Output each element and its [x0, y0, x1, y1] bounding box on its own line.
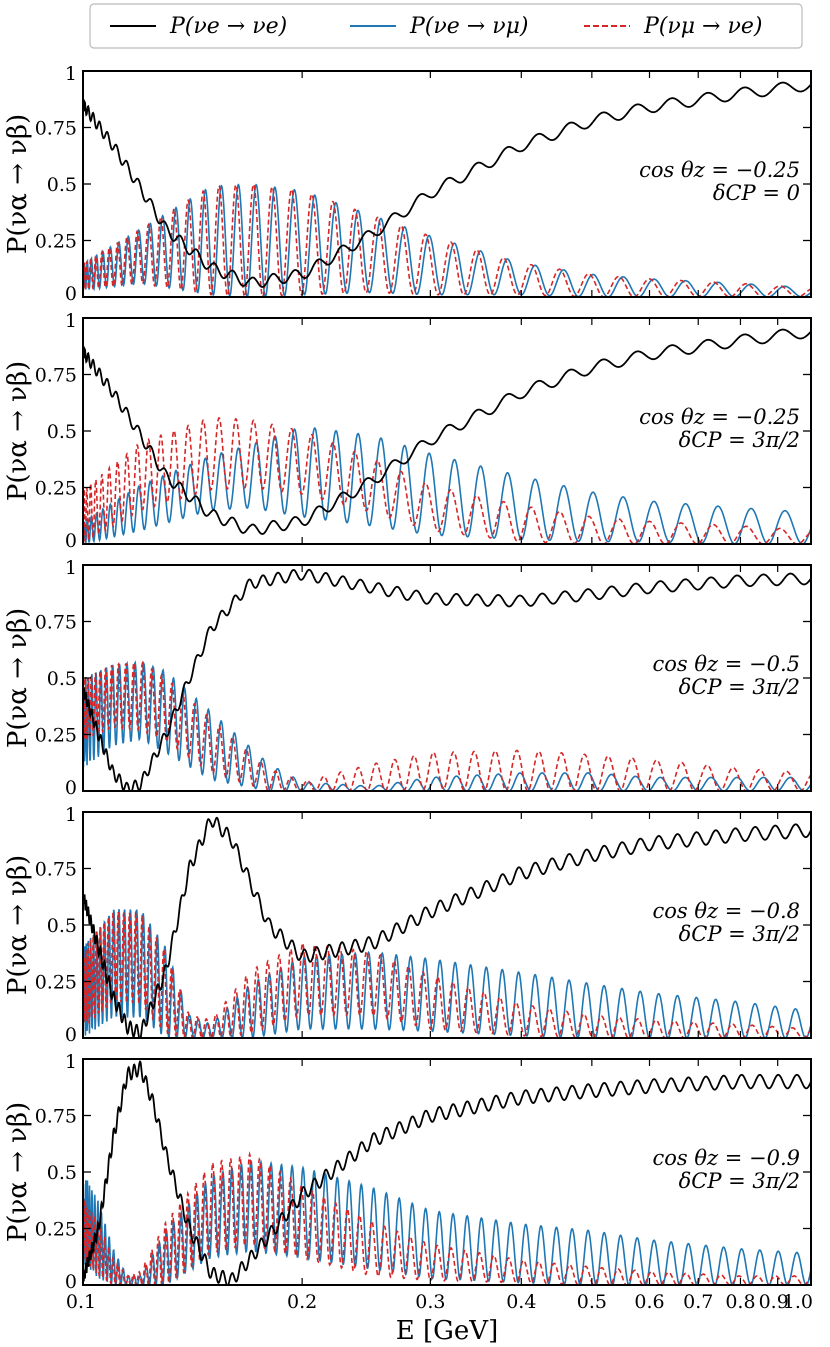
panel-1-ytick-label: 0.25	[35, 231, 77, 253]
legend-frame	[89, 3, 803, 49]
x-tick-label: 0.2	[287, 1291, 317, 1313]
panel-4-annotation: cos θz = −0.8	[652, 899, 800, 923]
panel-3-ytick-label: 0.25	[35, 725, 77, 747]
panel-5-series-p_mue	[83, 1151, 811, 1285]
x-tick-label: 0.4	[506, 1291, 536, 1313]
panel-2: 0 0.25 0.5 0.75 1 P(να → νβ) cos θz = −0.25δCP…	[3, 310, 812, 552]
panel-5-ytick-label: 0.75	[35, 1106, 77, 1128]
panel-1-ytick-label: 0.75	[35, 118, 77, 140]
panel-3-ytick-label: 1	[65, 557, 77, 579]
panel-4: 0 0.25 0.5 0.75 1 P(να → νβ) cos θz = −0.8δCP …	[3, 804, 812, 1046]
panel-4-series-p_ee	[83, 816, 811, 1038]
panel-5-ytick-label: 0.25	[35, 1219, 77, 1241]
panel-5-ylabel: P(να → νβ)	[3, 1102, 33, 1242]
panel-2-curves	[83, 328, 811, 544]
panel-1-frame	[82, 70, 812, 298]
legend-label-p_ee: P(νe → νe)	[169, 14, 287, 39]
x-axis: 0.1 0.2 0.3 0.4 0.5 0.6 0.7 0.8 0.91.0 E [GeV]	[66, 1291, 813, 1346]
panel-5-curves	[83, 1060, 811, 1285]
panel-1-series-p_mue	[83, 183, 811, 297]
x-tick-label: 0.7	[683, 1291, 713, 1313]
panel-2-annotation: cos θz = −0.25	[639, 405, 800, 429]
panel-3-annotation: δCP = 3π/2	[679, 675, 800, 699]
panel-3-series-p_ee	[83, 568, 811, 791]
legend: P(νe → νe) P(νe → νμ) P(νμ → νe)	[89, 3, 803, 49]
x-tick-label: 0.9	[759, 1291, 789, 1313]
legend-label-p_mue: P(νμ → νe)	[643, 14, 762, 39]
panel-1-series-p_ee	[83, 81, 811, 288]
panel-3-ytick-label: 0.5	[47, 668, 77, 690]
panel-1-curves	[83, 81, 811, 297]
x-tick-label: 1.0	[783, 1291, 813, 1313]
x-tick-label: 0.3	[415, 1291, 445, 1313]
panel-5-ytick-label: 0.5	[47, 1162, 77, 1184]
panel-5-annotation: δCP = 3π/2	[679, 1169, 800, 1193]
panel-1-ytick-label: 0.5	[47, 174, 77, 196]
panel-4-ytick-label: 0.75	[35, 859, 77, 881]
panel-3-ytick-label: 0.75	[35, 612, 77, 634]
x-tick-label: 0.6	[634, 1291, 664, 1313]
panel-4-ylabel: P(να → νβ)	[3, 855, 33, 995]
x-tick-label: 0.5	[577, 1291, 607, 1313]
x-tick-label: 0.8	[725, 1291, 755, 1313]
panel-1-ytick-label: 0	[65, 283, 77, 305]
panel-3-annotation: cos θz = −0.5	[652, 652, 800, 676]
panel-2-series-p_ee	[83, 328, 811, 535]
panel-2-series-p_mue	[83, 417, 811, 544]
panel-2-ytick-label: 0.25	[35, 478, 77, 500]
panel-4-ytick-label: 0	[65, 1024, 77, 1046]
panel-4-series-p_mue	[83, 909, 811, 1038]
panel-5-ytick-label: 1	[65, 1051, 77, 1073]
panel-5: 0 0.25 0.5 0.75 1 P(να → νβ) cos θz = −0.9δCP …	[3, 1051, 812, 1293]
panel-2-ytick-label: 0	[65, 530, 77, 552]
panel-5-annotation: cos θz = −0.9	[652, 1146, 800, 1170]
panel-4-annotation: δCP = 3π/2	[679, 922, 800, 946]
panel-1-annotation: cos θz = −0.25	[639, 158, 800, 182]
panel-3-series-p_mue	[83, 660, 811, 791]
panel-4-ytick-label: 0.5	[47, 915, 77, 937]
panel-5-series-p_ee	[83, 1060, 811, 1285]
panel-4-ytick-label: 0.25	[35, 972, 77, 994]
panel-5-series-p_emu	[83, 1159, 811, 1285]
panel-3: 0 0.25 0.5 0.75 1 P(να → νβ) cos θz = −0.5δCP …	[3, 557, 812, 799]
panel-2-series-p_emu	[83, 427, 811, 544]
panel-1-annotation: δCP = 0	[713, 181, 800, 205]
panel-4-curves	[83, 816, 811, 1038]
panel-5-ytick-label: 0	[65, 1271, 77, 1293]
panel-2-ytick-label: 1	[65, 310, 77, 332]
panel-1: 0 0.25 0.5 0.75 1 P(να → νβ) cos θz = −0.25δCP…	[3, 63, 812, 305]
panel-1-ytick-label: 1	[65, 63, 77, 85]
panel-3-ytick-label: 0	[65, 777, 77, 799]
panel-4-ytick-label: 1	[65, 804, 77, 826]
x-axis-title: E [GeV]	[396, 1316, 498, 1346]
x-tick-label: 0.1	[66, 1291, 96, 1313]
panel-2-ylabel: P(να → νβ)	[3, 361, 33, 501]
panel-3-ylabel: P(να → νβ)	[3, 608, 33, 748]
panel-2-annotation: δCP = 3π/2	[679, 428, 800, 452]
panel-2-ytick-label: 0.5	[47, 421, 77, 443]
panel-2-ytick-label: 0.75	[35, 365, 77, 387]
panel-1-series-p_emu	[83, 183, 811, 297]
panel-1-ylabel: P(να → νβ)	[3, 114, 33, 254]
legend-label-p_emu: P(νe → νμ)	[409, 14, 528, 39]
